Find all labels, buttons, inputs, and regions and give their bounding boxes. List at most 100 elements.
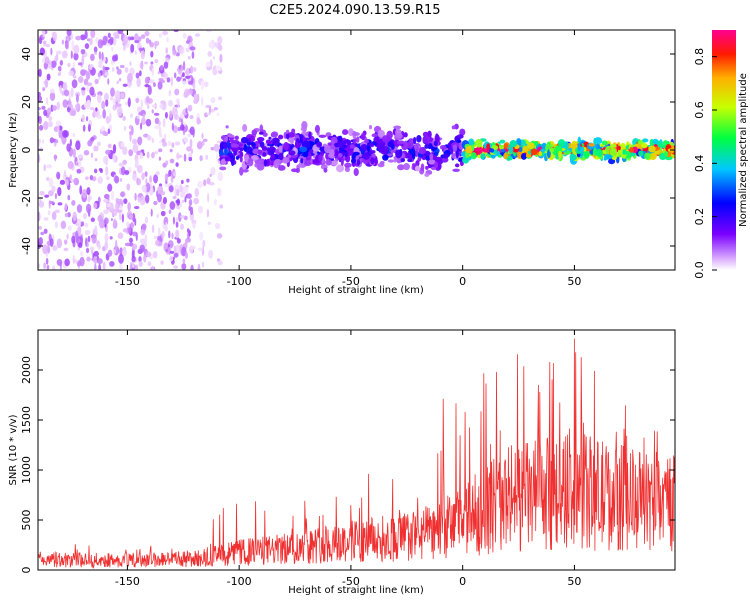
heatmap-cell bbox=[110, 96, 114, 101]
heatmap-cell bbox=[168, 89, 172, 97]
heatmap-cell bbox=[94, 157, 98, 162]
heatmap-cell bbox=[158, 156, 161, 161]
heatmap-cell bbox=[658, 143, 664, 148]
heatmap-cell bbox=[361, 133, 366, 141]
heatmap-cell bbox=[43, 262, 47, 269]
heatmap-cell bbox=[223, 142, 228, 149]
heatmap-cell bbox=[107, 249, 113, 257]
heatmap-cell bbox=[110, 87, 115, 97]
heatmap-cell bbox=[486, 143, 491, 150]
heatmap-cell bbox=[135, 97, 140, 103]
heatmap-cell bbox=[145, 194, 150, 204]
heatmap-cell bbox=[107, 32, 111, 39]
heatmap-cell bbox=[216, 152, 219, 162]
heatmap-cell bbox=[427, 142, 433, 149]
heatmap-cell bbox=[149, 79, 155, 84]
heatmap-cell bbox=[97, 242, 101, 250]
heatmap-cell bbox=[114, 90, 121, 100]
heatmap-cell bbox=[140, 98, 143, 109]
heatmap-cell bbox=[182, 60, 186, 71]
heatmap-cell bbox=[105, 166, 109, 176]
heatmap-cell bbox=[387, 159, 395, 163]
heatmap-cell bbox=[61, 39, 65, 45]
heatmap-cell bbox=[265, 139, 272, 145]
heatmap-cell bbox=[110, 217, 113, 222]
heatmap-cell bbox=[149, 175, 153, 184]
heatmap-cell bbox=[123, 34, 128, 45]
heatmap-cell bbox=[377, 129, 385, 138]
heatmap-cell bbox=[140, 201, 144, 206]
heatmap-cell bbox=[101, 51, 104, 61]
heatmap-cell bbox=[90, 53, 95, 62]
heatmap-cell bbox=[38, 107, 42, 111]
spectrogram-ytick-label: 20 bbox=[20, 95, 33, 109]
heatmap-cell bbox=[54, 209, 60, 214]
heatmap-cell bbox=[418, 146, 427, 155]
heatmap-cell bbox=[104, 72, 109, 76]
heatmap-cell bbox=[189, 115, 194, 120]
heatmap-cell bbox=[76, 204, 83, 213]
heatmap-cell bbox=[203, 179, 207, 187]
heatmap-cell bbox=[325, 132, 332, 138]
heatmap-cell bbox=[115, 201, 120, 212]
heatmap-cell bbox=[570, 143, 578, 149]
heatmap-cell bbox=[104, 233, 109, 243]
heatmap-cell bbox=[78, 242, 83, 248]
heatmap-cell bbox=[119, 64, 125, 69]
heatmap-cell bbox=[127, 72, 133, 83]
heatmap-cell bbox=[68, 98, 72, 108]
heatmap-cell bbox=[122, 115, 126, 121]
heatmap-cell bbox=[38, 237, 43, 246]
heatmap-cell bbox=[75, 93, 79, 103]
heatmap-cell bbox=[72, 148, 76, 159]
heatmap-cell bbox=[136, 164, 143, 174]
heatmap-cell bbox=[228, 134, 235, 138]
heatmap-cell bbox=[224, 136, 229, 142]
heatmap-cell bbox=[625, 150, 631, 156]
heatmap-cell bbox=[87, 99, 92, 108]
heatmap-cell bbox=[132, 143, 139, 153]
heatmap-cell bbox=[135, 158, 139, 167]
heatmap-cell bbox=[609, 147, 617, 157]
heatmap-cell bbox=[138, 256, 142, 263]
heatmap-cell bbox=[176, 198, 181, 206]
heatmap-cell bbox=[475, 138, 483, 148]
heatmap-cell bbox=[498, 154, 502, 158]
heatmap-cell bbox=[90, 136, 95, 142]
spectrogram-ylabel: Frequency (Hz) bbox=[8, 112, 19, 188]
heatmap-cell bbox=[474, 148, 480, 152]
heatmap-cell bbox=[429, 153, 434, 161]
heatmap-cell bbox=[39, 190, 45, 196]
heatmap-cell bbox=[80, 49, 86, 55]
heatmap-cell bbox=[138, 260, 143, 267]
heatmap-cell bbox=[175, 188, 180, 197]
heatmap-cell bbox=[193, 93, 198, 102]
heatmap-cell bbox=[196, 141, 203, 150]
heatmap-cell bbox=[230, 158, 235, 167]
heatmap-cell bbox=[95, 107, 98, 112]
heatmap-cell bbox=[139, 244, 145, 253]
heatmap-cell bbox=[157, 185, 164, 194]
heatmap-cell bbox=[93, 250, 99, 257]
heatmap-cell bbox=[154, 43, 157, 50]
heatmap-cell bbox=[208, 41, 214, 49]
heatmap-cell bbox=[178, 65, 182, 69]
heatmap-cell bbox=[349, 144, 356, 149]
heatmap-cell bbox=[350, 158, 357, 164]
heatmap-cell bbox=[308, 131, 312, 140]
heatmap-cell bbox=[181, 263, 187, 270]
heatmap-cell bbox=[145, 251, 152, 258]
heatmap-cell bbox=[51, 211, 57, 221]
heatmap-cell bbox=[206, 30, 213, 33]
heatmap-cell bbox=[224, 156, 229, 162]
heatmap-cell bbox=[416, 135, 422, 143]
heatmap-cell bbox=[68, 70, 75, 77]
heatmap-cell bbox=[46, 107, 52, 116]
heatmap-cell bbox=[663, 150, 669, 157]
heatmap-cell bbox=[425, 155, 430, 161]
heatmap-cell bbox=[344, 167, 351, 173]
heatmap-cell bbox=[49, 91, 56, 102]
heatmap-cell bbox=[87, 123, 91, 132]
heatmap-cell bbox=[173, 245, 177, 254]
heatmap-cell bbox=[393, 125, 402, 130]
